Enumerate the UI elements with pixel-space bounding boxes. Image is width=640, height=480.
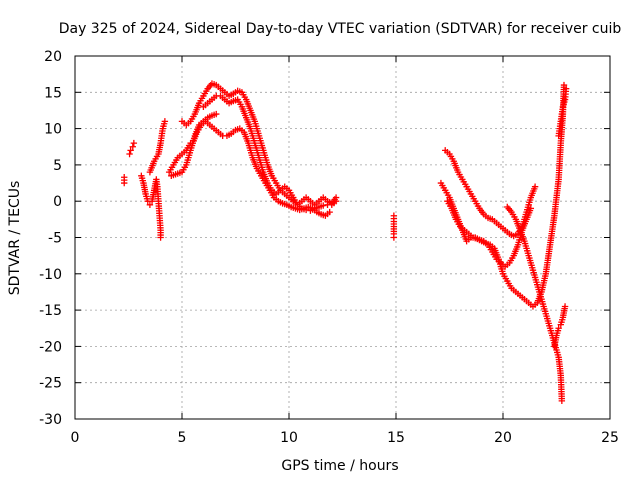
data-point [555, 325, 562, 332]
x-tick-label: 25 [601, 430, 619, 446]
data-point [213, 110, 220, 118]
data-markers [121, 80, 570, 405]
x-tick-label: 0 [71, 430, 80, 446]
data-point [130, 139, 138, 147]
x-tick-label: 5 [178, 430, 187, 446]
chart-title: Day 325 of 2024, Sidereal Day-to-day VTE… [59, 21, 622, 37]
data-point [558, 397, 566, 405]
data-point [146, 201, 154, 209]
y-tick-label: 15 [44, 85, 62, 101]
data-point [320, 202, 327, 209]
data-point [126, 150, 133, 158]
x-tick-label: 10 [280, 430, 298, 446]
data-point [562, 85, 570, 92]
data-point [157, 234, 164, 241]
y-tick-label: -30 [39, 412, 62, 428]
data-point [121, 179, 128, 187]
y-tick-label: 5 [53, 158, 62, 174]
y-tick-label: -15 [39, 303, 62, 319]
y-tick-label: 0 [53, 194, 62, 210]
y-tick-label: 20 [44, 49, 62, 65]
y-tick-label: -5 [48, 231, 62, 247]
data-point [129, 143, 136, 150]
data-point [326, 208, 333, 216]
axis-ticks: 0 5 10 15 20 25 -30 -25 -20 -15 -10 -5 0 5 10 15 20 [39, 49, 619, 446]
data-point [127, 147, 134, 154]
data-point [531, 183, 539, 190]
data-point [332, 194, 340, 201]
x-axis-label: GPS time / hours [281, 458, 398, 474]
x-tick-label: 15 [387, 430, 405, 446]
y-axis-label: SDTVAR / TECUs [7, 181, 23, 296]
y-tick-label: -20 [39, 339, 62, 355]
y-tick-label: -10 [39, 267, 62, 283]
data-point [161, 118, 169, 125]
y-tick-label: 10 [44, 122, 62, 138]
grid-lines [75, 56, 610, 419]
data-point [561, 303, 569, 310]
data-point [390, 234, 398, 241]
x-tick-label: 20 [494, 430, 512, 446]
data-point [527, 205, 535, 212]
y-tick-label: -25 [39, 376, 62, 392]
data-point [560, 81, 568, 89]
